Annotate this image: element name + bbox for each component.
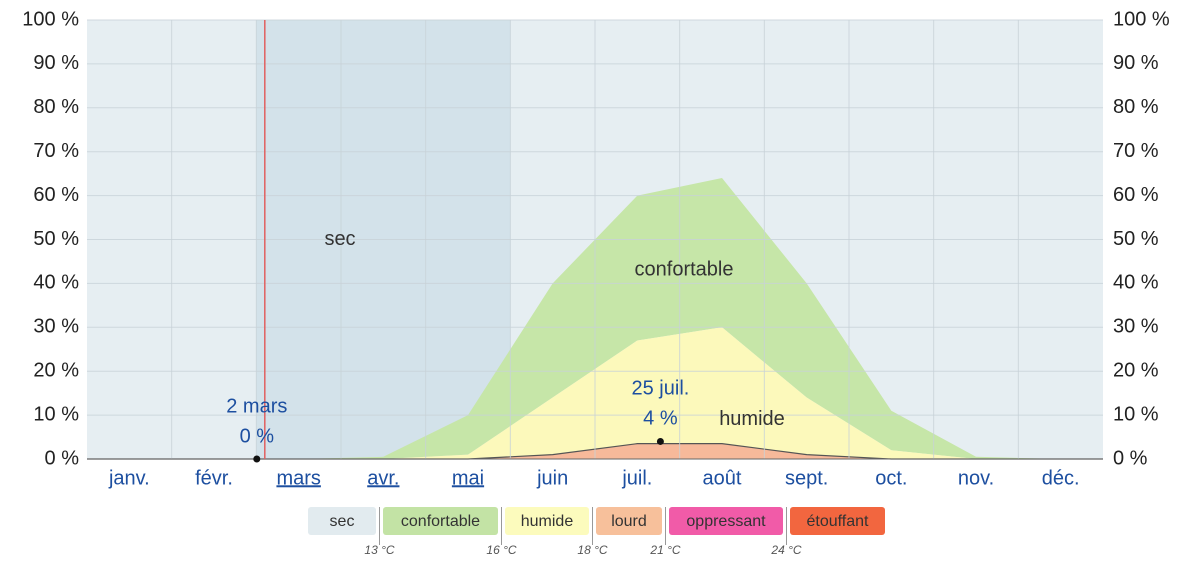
y-tick-label: 100 %	[22, 8, 79, 30]
month-label: févr.	[195, 467, 233, 489]
legend-label: confortable	[401, 513, 480, 530]
y-tick-label: 0 %	[45, 447, 80, 469]
y2-tick-label: 100 %	[1113, 8, 1170, 30]
legend-swatch	[596, 507, 662, 535]
y-tick-label: 70 %	[33, 140, 79, 162]
y2-tick-label: 70 %	[1113, 140, 1159, 162]
month-label: juil.	[621, 467, 652, 489]
legend-threshold: 24 °C	[770, 543, 801, 557]
legend-swatch	[308, 507, 376, 535]
y-tick-label: 30 %	[33, 316, 79, 338]
month-label[interactable]: mai	[452, 467, 484, 489]
annotation-point	[656, 437, 664, 445]
month-label: sept.	[785, 467, 828, 489]
y2-tick-label: 90 %	[1113, 52, 1159, 74]
legend-threshold: 13 °C	[364, 543, 394, 557]
month-label: janv.	[108, 467, 150, 489]
y-tick-label: 60 %	[33, 184, 79, 206]
month-label: juin	[536, 467, 568, 489]
month-label: déc.	[1042, 467, 1080, 489]
annotation-point	[253, 455, 261, 463]
annotation-value: 0 %	[240, 425, 275, 447]
legend-label: oppressant	[686, 513, 766, 530]
legend-label: sec	[330, 513, 355, 530]
y2-tick-label: 10 %	[1113, 403, 1159, 425]
area-label: confortable	[635, 259, 734, 281]
legend-swatch	[383, 507, 498, 535]
y-tick-label: 80 %	[33, 96, 79, 118]
legend-swatch	[505, 507, 589, 535]
legend-threshold: 16 °C	[486, 543, 516, 557]
month-label: oct.	[875, 467, 907, 489]
legend-label: humide	[521, 513, 574, 530]
legend-swatch	[790, 507, 885, 535]
y2-tick-label: 80 %	[1113, 96, 1159, 118]
annotation-value: 4 %	[643, 408, 678, 430]
y-tick-label: 90 %	[33, 52, 79, 74]
annotation-date: 25 juil.	[632, 378, 690, 400]
area-label: humide	[719, 408, 785, 430]
sec-label: sec	[324, 228, 355, 250]
y-tick-label: 10 %	[33, 403, 79, 425]
y-tick-label: 40 %	[33, 272, 79, 294]
y2-tick-label: 30 %	[1113, 316, 1159, 338]
y2-tick-label: 60 %	[1113, 184, 1159, 206]
month-label[interactable]: avr.	[367, 467, 399, 489]
legend-label: étouffant	[807, 513, 870, 530]
y2-tick-label: 50 %	[1113, 228, 1159, 250]
legend-threshold: 21 °C	[649, 543, 680, 557]
month-label: nov.	[958, 467, 994, 489]
legend-swatch	[669, 507, 783, 535]
y2-tick-label: 40 %	[1113, 272, 1159, 294]
month-label[interactable]: mars	[276, 467, 320, 489]
y-tick-label: 20 %	[33, 359, 79, 381]
annotation-date: 2 mars	[226, 395, 287, 417]
y2-tick-label: 0 %	[1113, 447, 1148, 469]
legend-threshold: 18 °C	[577, 543, 607, 557]
y2-tick-label: 20 %	[1113, 359, 1159, 381]
legend-label: lourd	[611, 513, 647, 530]
month-label: août	[703, 467, 742, 489]
y-tick-label: 50 %	[33, 228, 79, 250]
